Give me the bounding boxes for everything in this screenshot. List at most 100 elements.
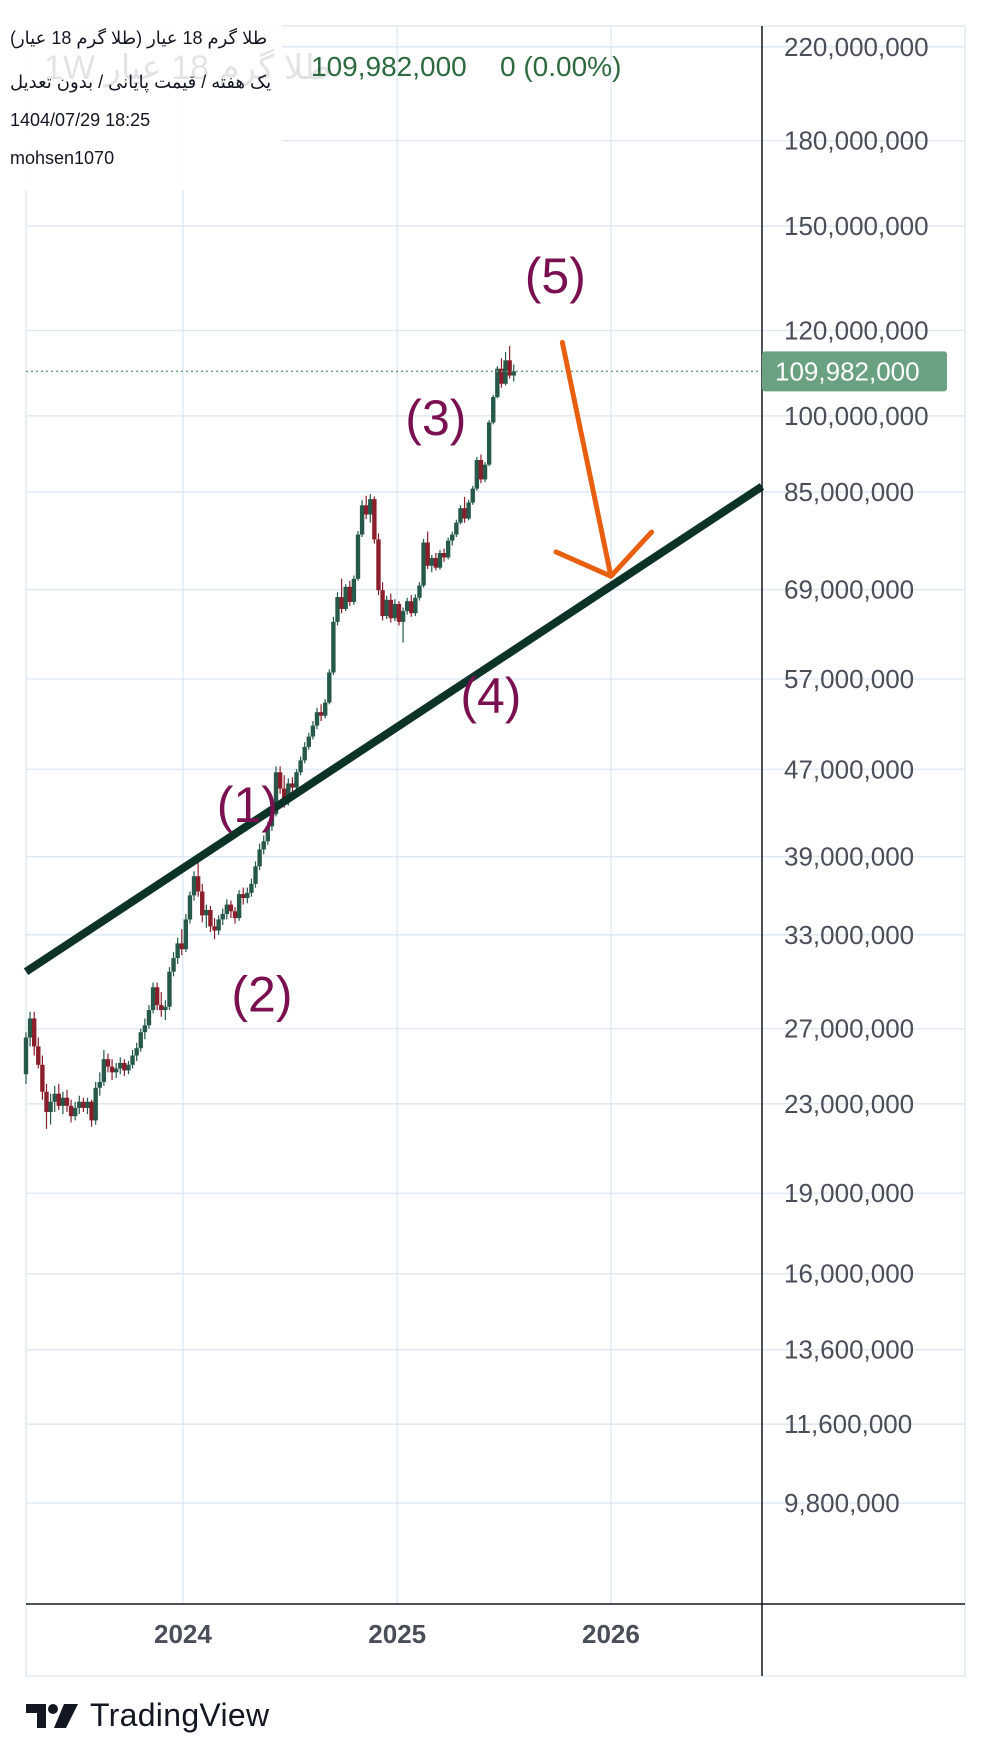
candle[interactable] <box>482 462 488 483</box>
candle[interactable] <box>200 883 205 923</box>
wave-label[interactable]: (3) <box>405 390 466 446</box>
candle[interactable] <box>294 769 299 790</box>
candle[interactable] <box>310 721 316 740</box>
candle[interactable] <box>236 890 242 921</box>
candle[interactable] <box>478 454 484 484</box>
time-axis-labels[interactable]: 2024 2025 2026 <box>154 1619 640 1649</box>
candle[interactable] <box>261 835 266 855</box>
candle[interactable] <box>302 742 307 764</box>
wave-label[interactable]: (2) <box>231 967 292 1023</box>
candle[interactable] <box>191 871 197 901</box>
down-arrow[interactable] <box>553 339 655 579</box>
candle[interactable] <box>93 1081 98 1125</box>
candle[interactable] <box>511 364 516 382</box>
trend-line[interactable] <box>23 483 765 976</box>
candle[interactable] <box>101 1050 107 1086</box>
candle[interactable] <box>163 1000 168 1021</box>
wave-label[interactable]: (4) <box>460 668 521 724</box>
candle[interactable] <box>81 1097 86 1113</box>
candle[interactable] <box>368 494 373 523</box>
candle[interactable] <box>48 1093 53 1125</box>
candle[interactable] <box>384 595 389 619</box>
candle[interactable] <box>417 582 422 601</box>
candle[interactable] <box>392 599 398 622</box>
candle[interactable] <box>413 594 418 617</box>
candle[interactable] <box>204 904 209 928</box>
candle[interactable] <box>134 1042 139 1062</box>
candle[interactable] <box>245 887 250 904</box>
candle[interactable] <box>318 704 324 722</box>
candle[interactable] <box>130 1050 135 1069</box>
candle[interactable] <box>105 1053 111 1073</box>
candle[interactable] <box>450 531 455 546</box>
candle[interactable] <box>380 582 385 621</box>
candle[interactable] <box>216 915 221 935</box>
candle[interactable] <box>265 821 271 845</box>
candle[interactable] <box>118 1057 123 1075</box>
candle[interactable] <box>425 531 430 569</box>
candle[interactable] <box>126 1061 131 1075</box>
price-axis-labels[interactable]: 220,000,000 180,000,000 150,000,000 120,000… <box>784 32 929 1518</box>
candle[interactable] <box>68 1099 74 1123</box>
candle[interactable] <box>335 592 340 626</box>
author-name[interactable]: mohsen1070 <box>10 148 115 168</box>
candle[interactable] <box>351 575 357 605</box>
candle[interactable] <box>56 1083 61 1110</box>
candle[interactable] <box>31 1011 37 1056</box>
candle[interactable] <box>466 499 471 521</box>
candle[interactable] <box>445 537 451 560</box>
candle[interactable] <box>44 1083 49 1129</box>
candle[interactable] <box>429 554 434 573</box>
candle[interactable] <box>339 578 344 614</box>
drawings-layer[interactable]: (1) (2) (3) (4) (5) <box>23 248 765 1023</box>
candle[interactable] <box>499 358 504 388</box>
candle[interactable] <box>109 1059 115 1080</box>
candle[interactable] <box>167 967 172 1011</box>
candle[interactable] <box>327 669 332 705</box>
candle[interactable] <box>224 899 230 920</box>
candle[interactable] <box>376 533 381 596</box>
candle[interactable] <box>474 456 480 491</box>
candle[interactable] <box>470 485 475 505</box>
candle[interactable] <box>454 519 459 537</box>
candle[interactable] <box>331 616 336 675</box>
candle[interactable] <box>404 597 410 615</box>
candle[interactable] <box>347 580 352 607</box>
candle[interactable] <box>396 601 402 626</box>
candle[interactable] <box>462 496 467 523</box>
candle[interactable] <box>433 553 439 571</box>
candle[interactable] <box>257 843 262 871</box>
tradingview-brand[interactable]: TradingView <box>26 1697 269 1734</box>
candle[interactable] <box>441 548 447 562</box>
wave-label[interactable]: (1) <box>217 777 278 833</box>
candle[interactable] <box>183 914 189 953</box>
candle[interactable] <box>253 861 258 888</box>
candle[interactable] <box>388 593 393 623</box>
candle[interactable] <box>458 505 463 525</box>
candle[interactable] <box>290 777 295 794</box>
candle[interactable] <box>97 1072 102 1096</box>
candle[interactable] <box>52 1085 57 1113</box>
candle[interactable] <box>27 1011 33 1047</box>
candle[interactable] <box>372 496 377 544</box>
candle[interactable] <box>146 1005 152 1029</box>
candle[interactable] <box>208 905 213 932</box>
candle[interactable] <box>138 1028 143 1052</box>
candle[interactable] <box>277 766 283 794</box>
candle[interactable] <box>220 908 225 925</box>
candle[interactable] <box>486 420 492 467</box>
candle[interactable] <box>306 732 312 750</box>
candle[interactable] <box>175 937 180 965</box>
candle[interactable] <box>72 1101 78 1121</box>
symbol-name[interactable]: طلا گرم 18 عیار (طلا گرم 18 عیار) <box>10 28 268 48</box>
candle[interactable] <box>89 1099 94 1127</box>
candle[interactable] <box>179 929 184 956</box>
candle[interactable] <box>491 394 496 425</box>
candle[interactable] <box>409 595 414 617</box>
candle[interactable] <box>343 584 348 612</box>
candle[interactable] <box>212 918 217 940</box>
candle[interactable] <box>503 352 508 386</box>
candles-series[interactable] <box>23 345 516 1129</box>
candle[interactable] <box>241 887 246 905</box>
